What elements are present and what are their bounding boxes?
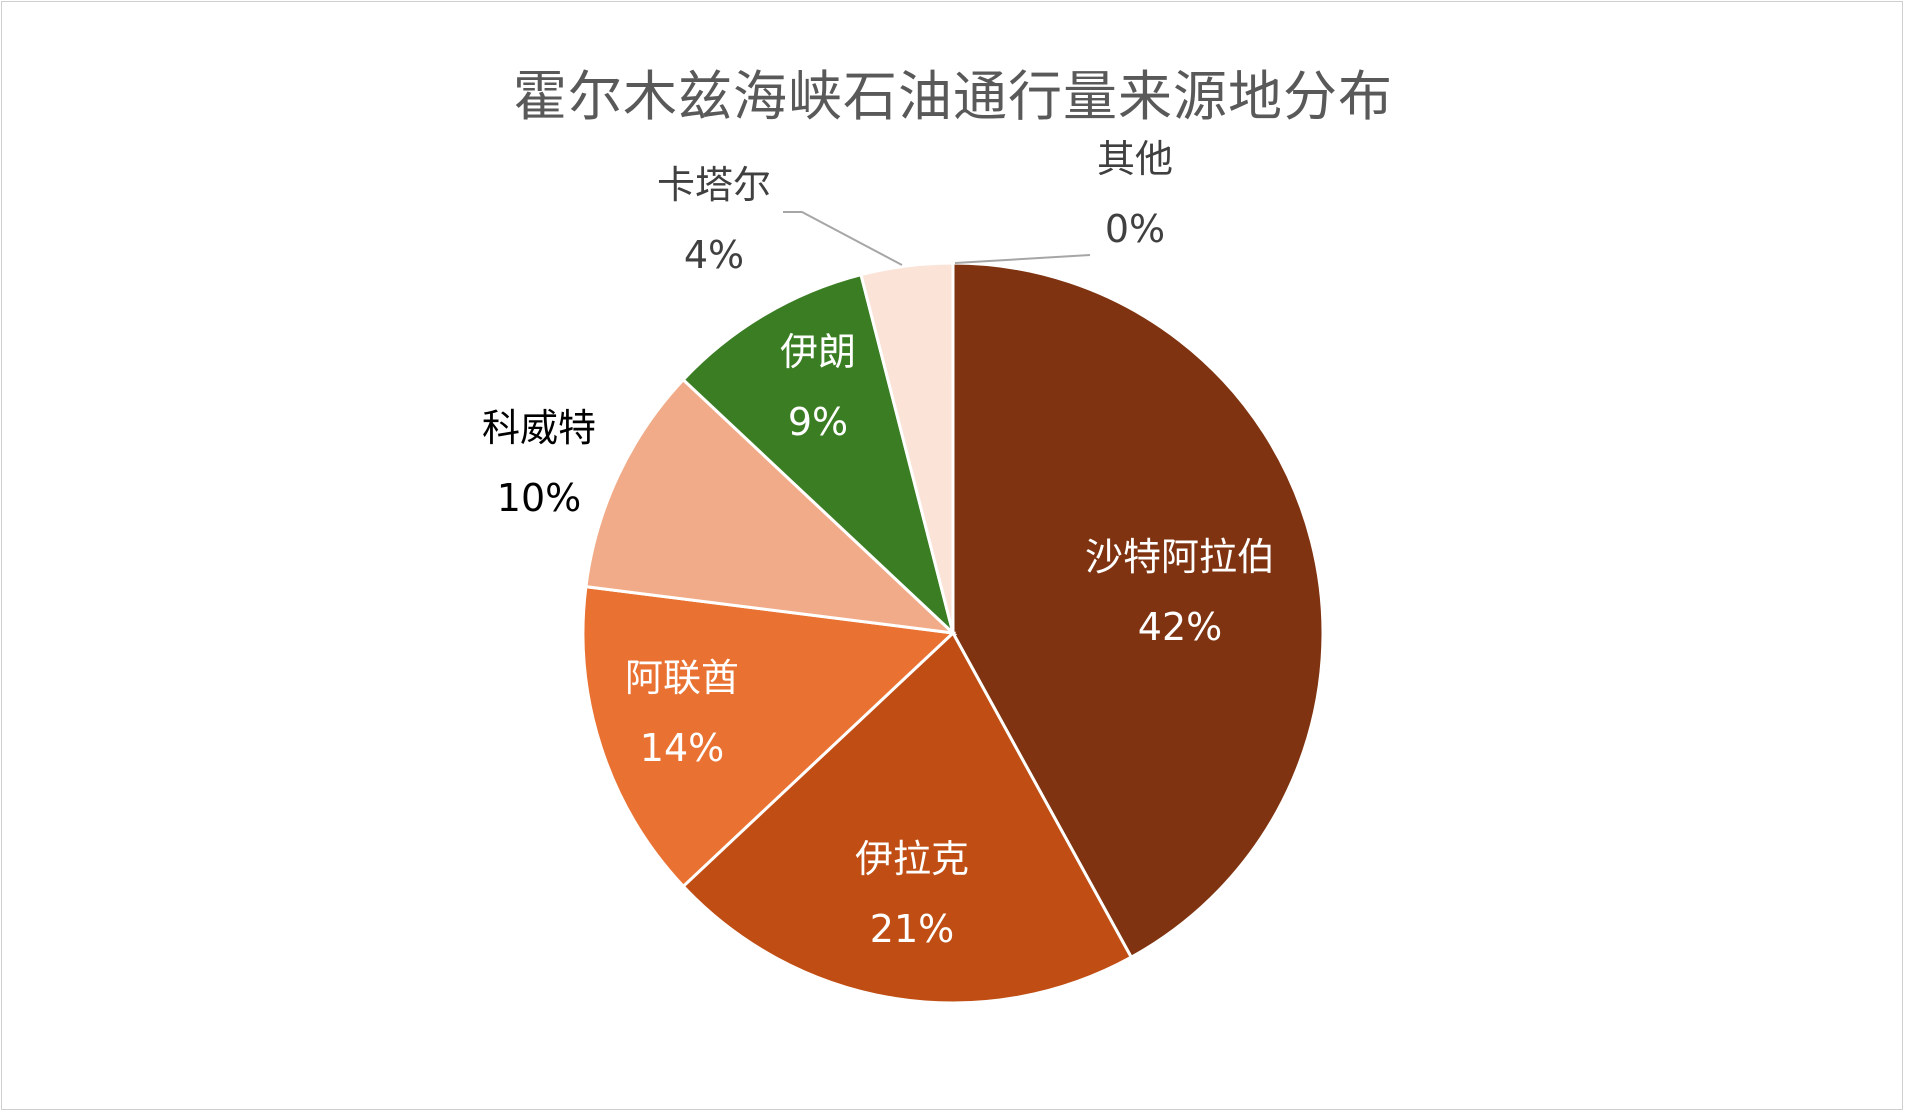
pie-slice-2 — [581, 584, 957, 889]
slice-label-percent: 9% — [788, 400, 848, 444]
slice-labels: 沙特阿拉伯 42% 伊拉克 21% 阿联酋 14% 科威特 10% 伊朗 9% 卡塔尔 4% 其他 0% — [482, 137, 1275, 951]
slice-label-percent: 10% — [497, 476, 581, 520]
slice-label-name: 伊拉克 — [855, 837, 969, 881]
slice-label-percent: 4% — [684, 233, 744, 277]
leader-lines — [783, 211, 1091, 266]
slice-label-name: 卡塔尔 — [657, 163, 771, 207]
slice-label-name: 伊朗 — [780, 330, 856, 374]
slice-label-name: 阿联酋 — [625, 656, 739, 700]
pie-slice-0 — [951, 261, 1325, 960]
slice-label-percent: 0% — [1105, 207, 1165, 251]
slice-label-percent: 42% — [1138, 605, 1222, 649]
pie-slice-4 — [681, 272, 956, 638]
slice-label-name: 其他 — [1097, 137, 1173, 181]
slice-label-name: 沙特阿拉伯 — [1085, 535, 1275, 579]
pie-slice-3 — [584, 377, 958, 636]
slice-label-name: 科威特 — [482, 406, 596, 450]
slice-label-percent: 14% — [640, 726, 724, 770]
pie-slices — [581, 261, 1325, 1005]
pie-slice-1 — [681, 630, 1134, 1005]
chart-title: 霍尔木兹海峡石油通行量来源地分布 — [513, 65, 1393, 128]
slice-label-percent: 21% — [870, 907, 954, 951]
leader-line-6 — [954, 254, 1091, 264]
leader-line-5 — [783, 211, 903, 266]
